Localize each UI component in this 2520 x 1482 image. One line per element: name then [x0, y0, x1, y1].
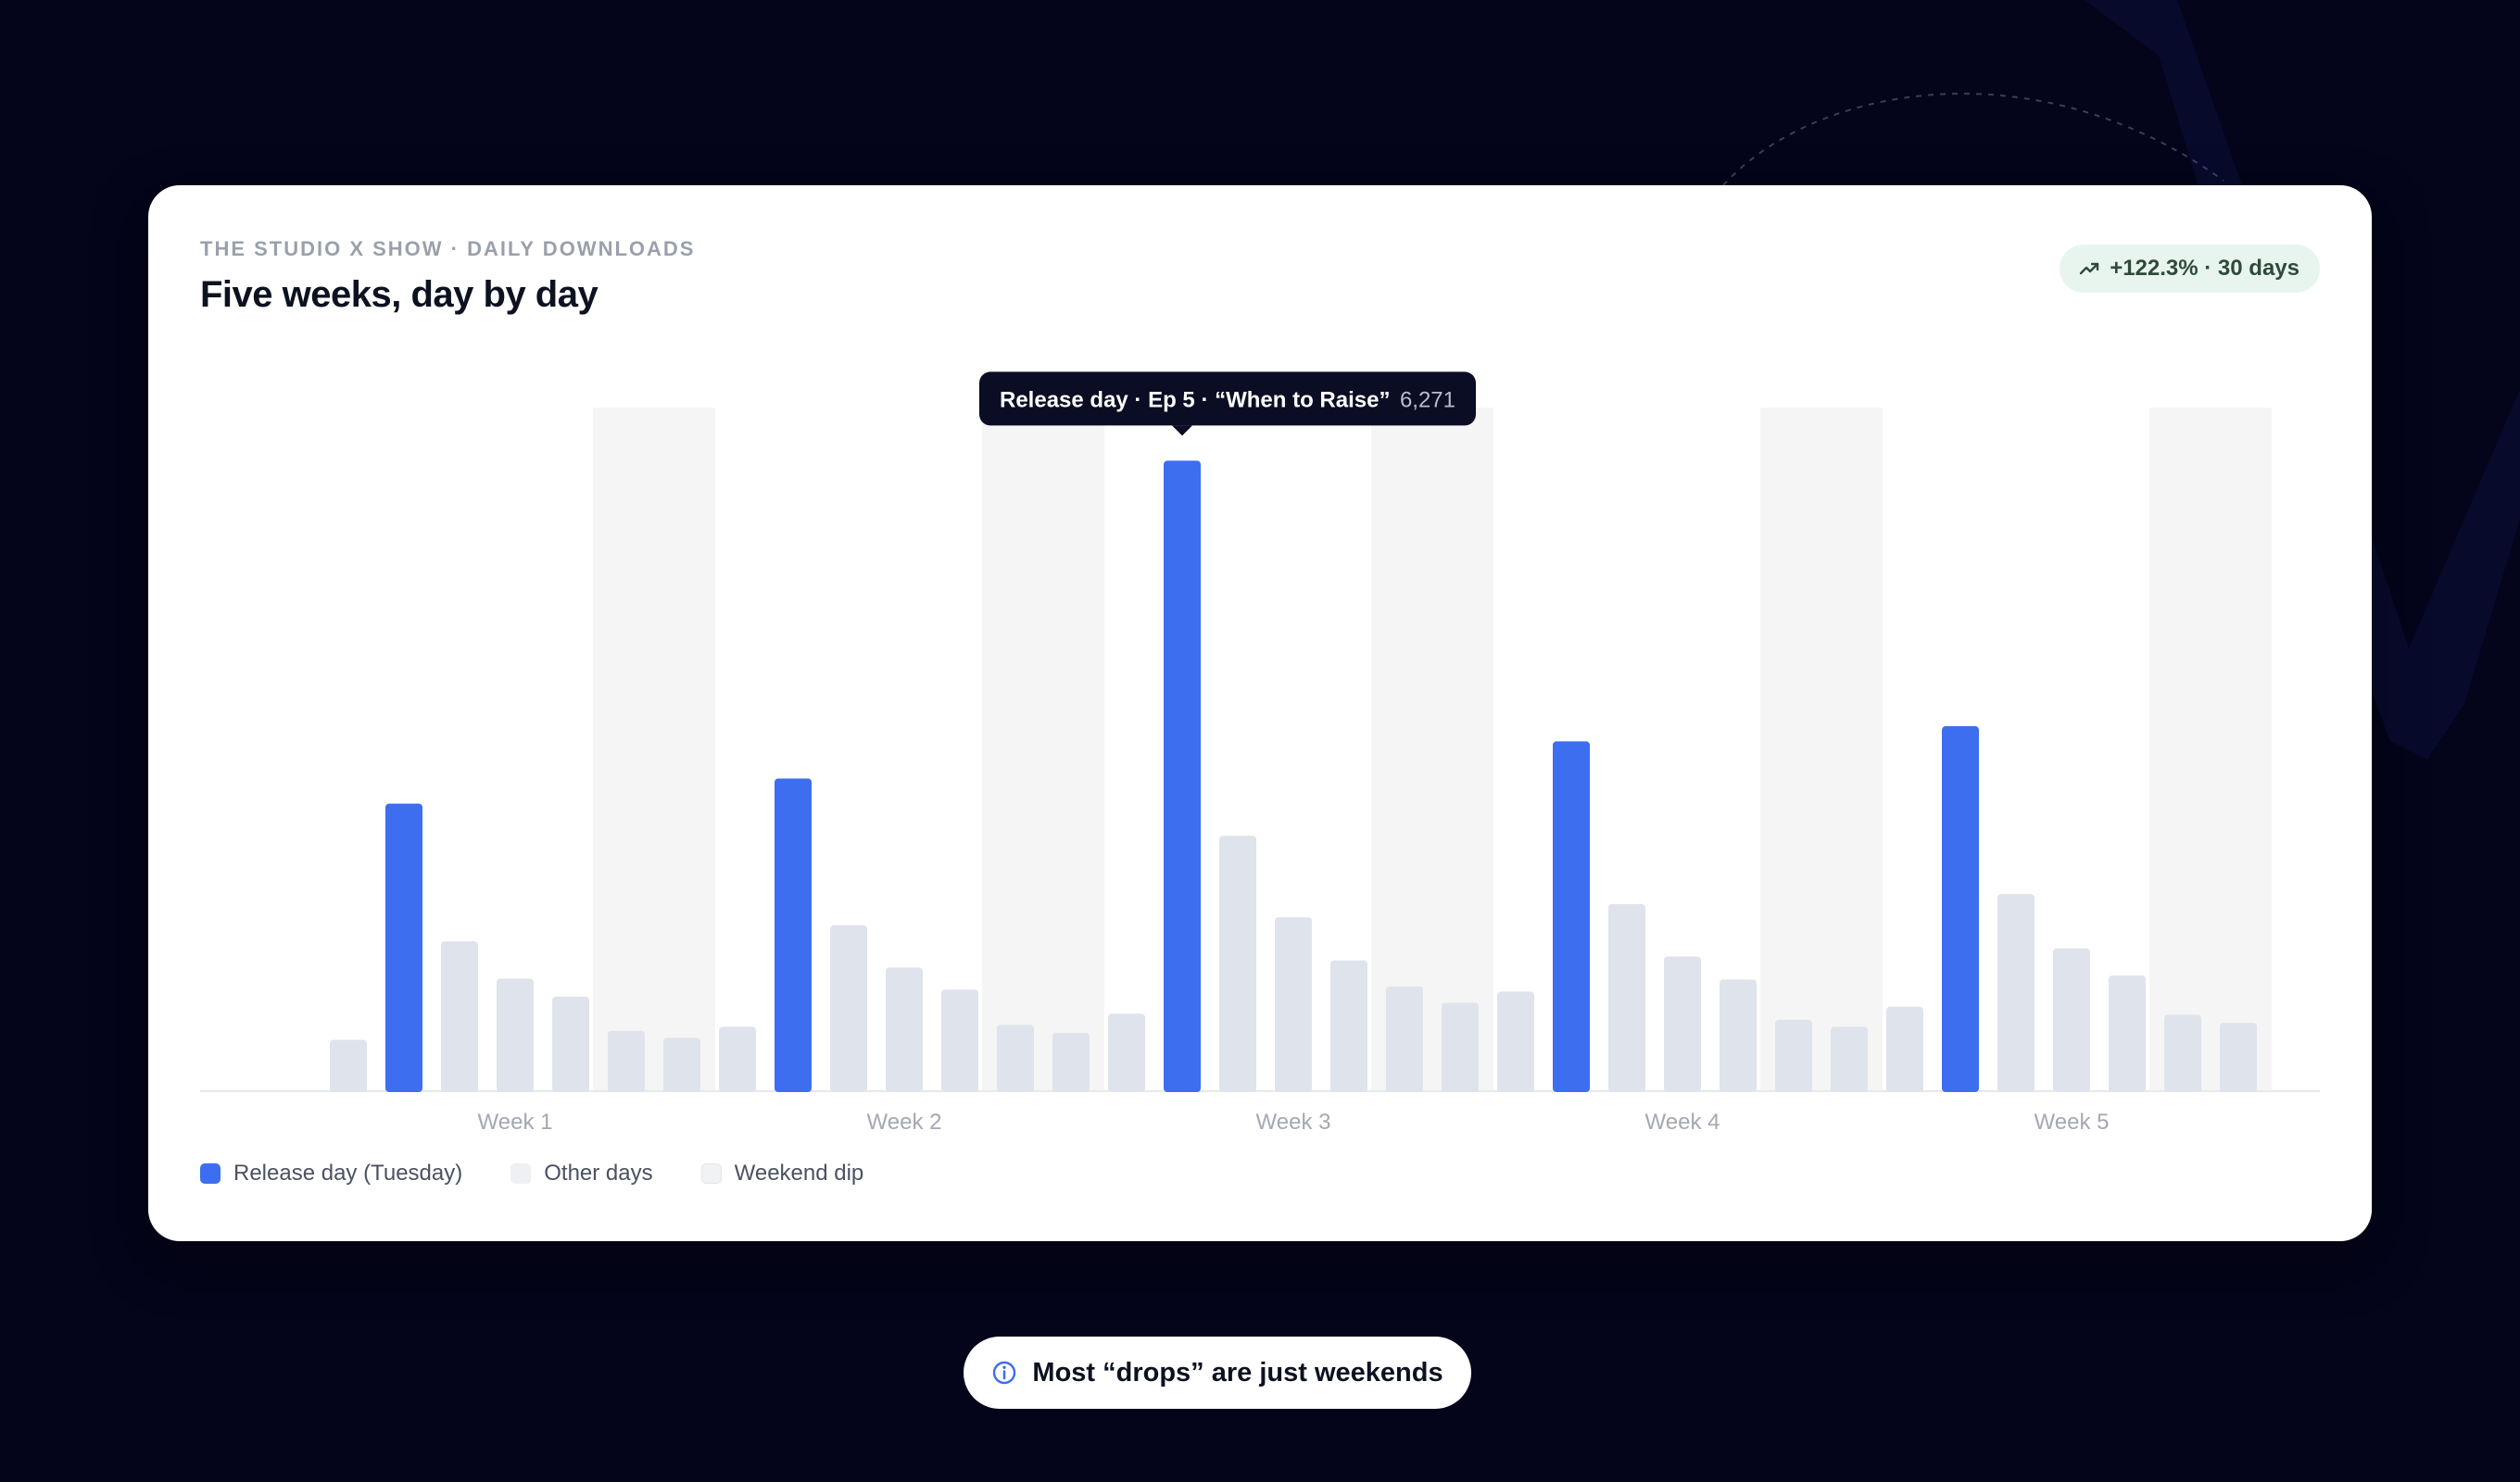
weekend-band: [1371, 408, 1493, 1091]
other-day-bar: [1831, 1026, 1868, 1092]
other-day-bar: [1775, 1019, 1812, 1092]
background-dashed-arc: [1722, 93, 2224, 186]
other-day-bar: [330, 1039, 367, 1092]
legend-item-release: Release day (Tuesday): [200, 1161, 462, 1187]
growth-badge: +122.3% · 30 days: [2060, 245, 2320, 293]
other-day-bar: [1386, 986, 1423, 1092]
other-day-bar: [441, 941, 478, 1092]
tooltip-value: 6,271: [1400, 387, 1455, 412]
weekend-band: [982, 408, 1104, 1091]
release-day-bar: [385, 803, 422, 1092]
legend-label-other: Other days: [544, 1161, 653, 1186]
tooltip-box: [979, 371, 1476, 426]
growth-badge-text: +122.3% · 30 days: [2110, 256, 2300, 281]
other-day-bar: [2053, 948, 2090, 1092]
weekend-band: [593, 408, 715, 1091]
other-day-bar: [2220, 1023, 2257, 1092]
week-label: Week 2: [867, 1110, 942, 1135]
other-day-bar: [719, 1026, 756, 1092]
legend-swatch-weekend: [700, 1163, 722, 1184]
legend-label-release: Release day (Tuesday): [233, 1161, 463, 1186]
other-day-bar: [1219, 835, 1256, 1092]
release-day-bar: [1553, 741, 1590, 1092]
legend-item-weekend: Weekend dip: [700, 1161, 864, 1187]
other-day-bar: [1608, 904, 1645, 1092]
tooltip-label: Release day · Ep 5 · “When to Raise”: [1000, 387, 1390, 412]
other-day-bar: [608, 1030, 645, 1092]
other-day-bar: [2164, 1014, 2201, 1092]
chart-title: Five weeks, day by day: [200, 274, 598, 315]
release-day-bar: [1164, 460, 1201, 1092]
legend-swatch-release: [200, 1163, 220, 1184]
week-label: Week 1: [478, 1110, 553, 1135]
other-day-bar: [497, 978, 534, 1092]
other-day-bar: [941, 989, 978, 1092]
other-day-bar: [1664, 956, 1701, 1092]
other-day-bar: [1886, 1006, 1923, 1092]
weekend-callout-text: Most “drops” are just weekends: [1032, 1357, 1443, 1388]
other-day-bar: [886, 967, 923, 1092]
other-day-bar: [2109, 975, 2146, 1092]
other-day-bar: [663, 1037, 700, 1092]
legend-item-other: Other days: [510, 1161, 653, 1187]
other-day-bar: [1275, 917, 1312, 1092]
other-day-bar: [1052, 1033, 1090, 1092]
weekend-band: [1760, 408, 1883, 1091]
other-day-bar: [1108, 1013, 1145, 1092]
tooltip-pointer: [1172, 425, 1192, 436]
legend-swatch-other: [510, 1163, 532, 1184]
release-day-bar: [775, 778, 812, 1092]
other-day-bar: [1497, 991, 1534, 1092]
other-day-bar: [552, 996, 589, 1092]
daily-downloads-chart: Week 1 Week 2 Week 3 Week 4 Week 5 Release da…: [200, 371, 2320, 1135]
trending-up-icon: [2079, 262, 2099, 275]
chart-card: THE STUDIO X SHOW · DAILY DOWNLOADS Five…: [148, 185, 2372, 1241]
week-label: Week 4: [1645, 1110, 1720, 1135]
week-label: Week 5: [2035, 1110, 2110, 1135]
other-day-bar: [997, 1024, 1034, 1092]
chart-legend: Release day (Tuesday) Other days Weekend…: [200, 1161, 863, 1187]
week-label: Week 3: [1256, 1110, 1331, 1135]
other-day-bar: [1442, 1002, 1479, 1092]
weekend-band: [2149, 408, 2272, 1091]
weekend-callout[interactable]: Most “drops” are just weekends: [964, 1337, 1471, 1409]
release-day-bar: [1942, 726, 1979, 1092]
legend-label-weekend: Weekend dip: [734, 1161, 864, 1186]
other-day-bar: [1720, 979, 1757, 1092]
other-day-bar: [830, 924, 867, 1092]
other-day-bar: [1997, 894, 2035, 1092]
other-day-bar: [1330, 960, 1367, 1092]
info-icon: [993, 1361, 1016, 1385]
chart-eyebrow: THE STUDIO X SHOW · DAILY DOWNLOADS: [200, 237, 696, 260]
